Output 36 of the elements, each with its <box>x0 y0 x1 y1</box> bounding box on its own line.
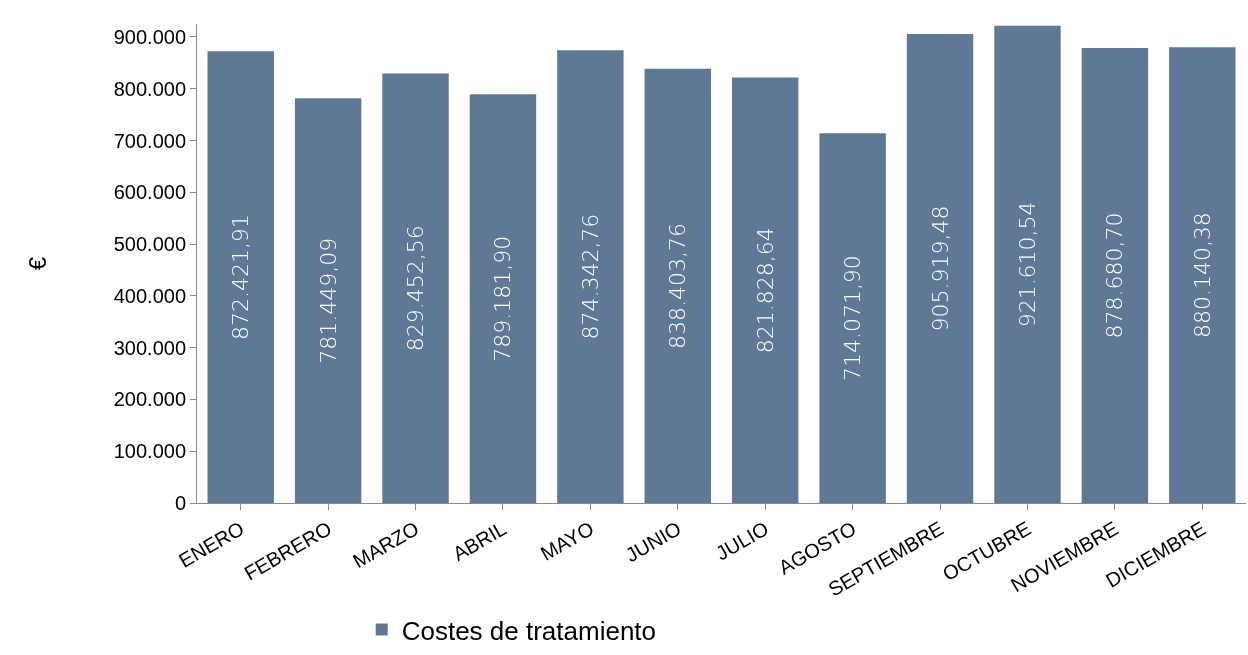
bar <box>1169 47 1236 503</box>
data-label: 905.919,48 <box>927 205 953 332</box>
bar <box>557 50 624 503</box>
bar <box>382 73 449 503</box>
y-tick-label: 0 <box>174 492 186 514</box>
bar <box>906 33 974 503</box>
data-label: 789.181,90 <box>490 235 516 362</box>
data-label: 829.452,56 <box>403 225 429 352</box>
bar <box>644 68 712 503</box>
data-label: 878.680,70 <box>1102 212 1128 339</box>
y-tick-label: 600.000 <box>113 181 186 204</box>
y-tick-label: 300.000 <box>113 336 186 359</box>
data-label: 714.071,90 <box>840 255 866 382</box>
y-tick-label: 700.000 <box>113 129 186 152</box>
bar <box>1081 47 1149 503</box>
bar <box>207 51 274 503</box>
y-tick-label: 800.000 <box>113 77 186 100</box>
bar <box>469 94 537 503</box>
bar <box>994 25 1061 503</box>
bar <box>731 77 799 503</box>
y-tick-label: 400.000 <box>113 284 186 307</box>
data-label: 781.449,09 <box>315 237 341 364</box>
y-tick-label: 200.000 <box>113 388 186 411</box>
data-label: 821.828,64 <box>752 227 778 354</box>
data-label: 872.421,91 <box>228 214 254 341</box>
bar <box>294 98 362 503</box>
bar <box>819 133 886 503</box>
y-tick-label: 100.000 <box>113 440 186 463</box>
data-label: 921.610,54 <box>1014 201 1040 328</box>
data-label: 880.140,38 <box>1189 212 1215 339</box>
legend-label: Costes de tratamiento <box>401 615 657 646</box>
data-label: 838.403,76 <box>665 222 691 349</box>
y-tick-label: 500.000 <box>113 233 186 256</box>
y-tick-label: 900.000 <box>113 25 186 48</box>
y-axis-title: € <box>23 256 51 271</box>
data-label: 874.342,76 <box>577 213 603 340</box>
